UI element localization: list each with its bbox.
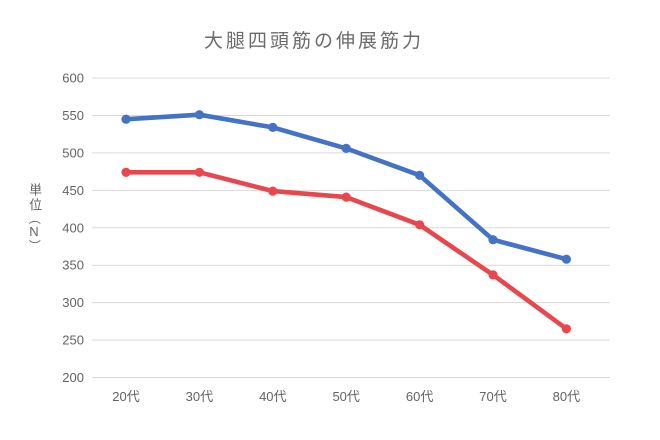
x-axis-tick-label: 20代 [112, 389, 139, 404]
x-axis-tick-label: 80代 [553, 389, 580, 404]
data-point-blue [561, 254, 572, 264]
data-point-blue [121, 114, 131, 124]
data-point-red [561, 324, 572, 334]
data-point-red [268, 186, 278, 196]
y-axis-tick-label: 400 [62, 220, 84, 235]
y-axis-tick-label: 200 [62, 370, 84, 385]
data-point-blue [415, 170, 425, 180]
chart-title: 大腿四頭筋の伸展筋力 [203, 31, 424, 52]
x-axis-tick-label: 70代 [479, 389, 506, 404]
data-point-blue [194, 110, 204, 120]
data-point-red [121, 167, 131, 177]
series-line-blue [123, 112, 569, 262]
y-axis-tick-label: 350 [62, 258, 84, 273]
y-axis-tick-label: 300 [62, 295, 84, 310]
x-axis-tick-label: 60代 [406, 389, 433, 404]
x-axis-tick-label: 50代 [332, 389, 359, 404]
y-axis-title-text: 単位 [27, 183, 43, 213]
data-point-red [341, 192, 351, 202]
x-axis-tick-label: 30代 [186, 389, 213, 404]
data-point-red [488, 270, 498, 280]
data-point-red [415, 220, 425, 230]
y-axis-tick-label: 250 [62, 333, 84, 348]
data-point-red [194, 167, 204, 177]
y-axis-unit-letter: N [29, 224, 39, 239]
y-axis-tick-label: 550 [62, 108, 84, 123]
data-point-blue [488, 235, 498, 245]
y-axis-title: 単位 （ N ） [22, 183, 46, 252]
x-axis-tick-label: 40代 [259, 389, 286, 404]
data-point-blue [268, 122, 278, 132]
data-point-blue [341, 143, 351, 153]
y-axis-tick-label: 600 [62, 71, 84, 86]
y-axis-tick-label: 450 [62, 183, 84, 198]
y-axis-tick-label: 500 [62, 145, 84, 160]
